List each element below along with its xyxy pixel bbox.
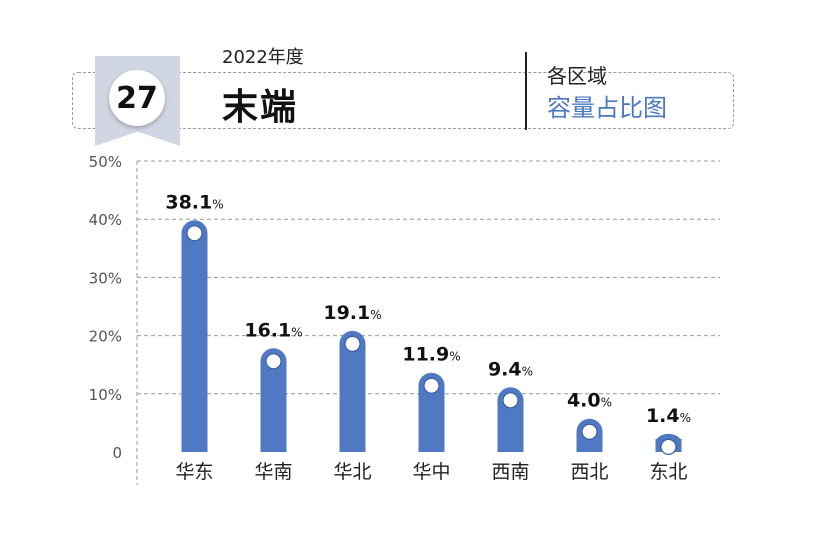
bar-base — [260, 439, 287, 452]
x-tick-label: 西北 — [570, 461, 608, 483]
data-label: 38.1% — [165, 191, 223, 213]
bar — [181, 220, 208, 452]
bar-marker — [502, 392, 519, 409]
data-label: 11.9% — [402, 344, 460, 366]
data-label: 9.4% — [488, 358, 533, 380]
bar — [260, 348, 287, 452]
header-frame — [72, 72, 734, 129]
x-tick-label: 华南 — [254, 461, 292, 483]
bar-marker — [660, 438, 677, 455]
y-tick-label: 10% — [89, 386, 122, 404]
x-tick-label: 华北 — [333, 461, 371, 483]
bar-base — [497, 439, 524, 452]
header-divider — [525, 52, 527, 130]
data-label: 16.1% — [244, 319, 302, 341]
x-tick-label: 东北 — [649, 461, 687, 483]
badge-number: 27 — [109, 70, 165, 126]
subtitle-line2: 容量占比图 — [547, 94, 667, 122]
subtitle-line1: 各区域 — [547, 64, 607, 88]
data-label: 4.0% — [567, 390, 612, 412]
data-label: 19.1% — [323, 302, 381, 324]
page-title: 末端 — [222, 87, 299, 128]
x-tick-label: 西南 — [491, 461, 529, 483]
bar — [339, 330, 366, 452]
bar — [418, 372, 445, 452]
bar-marker — [423, 377, 440, 394]
y-tick-label: 30% — [89, 269, 122, 287]
bar-marker — [265, 353, 282, 370]
bar-marker — [581, 423, 598, 440]
bar-marker — [186, 225, 203, 242]
y-tick-label: 20% — [89, 328, 122, 346]
bar-base — [576, 439, 603, 452]
bar-base — [181, 439, 208, 452]
report-year: 2022年度 — [222, 47, 304, 68]
data-label: 1.4% — [646, 405, 691, 427]
y-tick-label: 0 — [112, 444, 122, 462]
y-tick-label: 50% — [89, 153, 122, 171]
bar-base — [339, 439, 366, 452]
x-tick-label: 华中 — [412, 461, 450, 483]
x-tick-label: 华东 — [175, 461, 213, 483]
y-tick-label: 40% — [89, 211, 122, 229]
bar-base — [418, 439, 445, 452]
bar-marker — [344, 335, 361, 352]
